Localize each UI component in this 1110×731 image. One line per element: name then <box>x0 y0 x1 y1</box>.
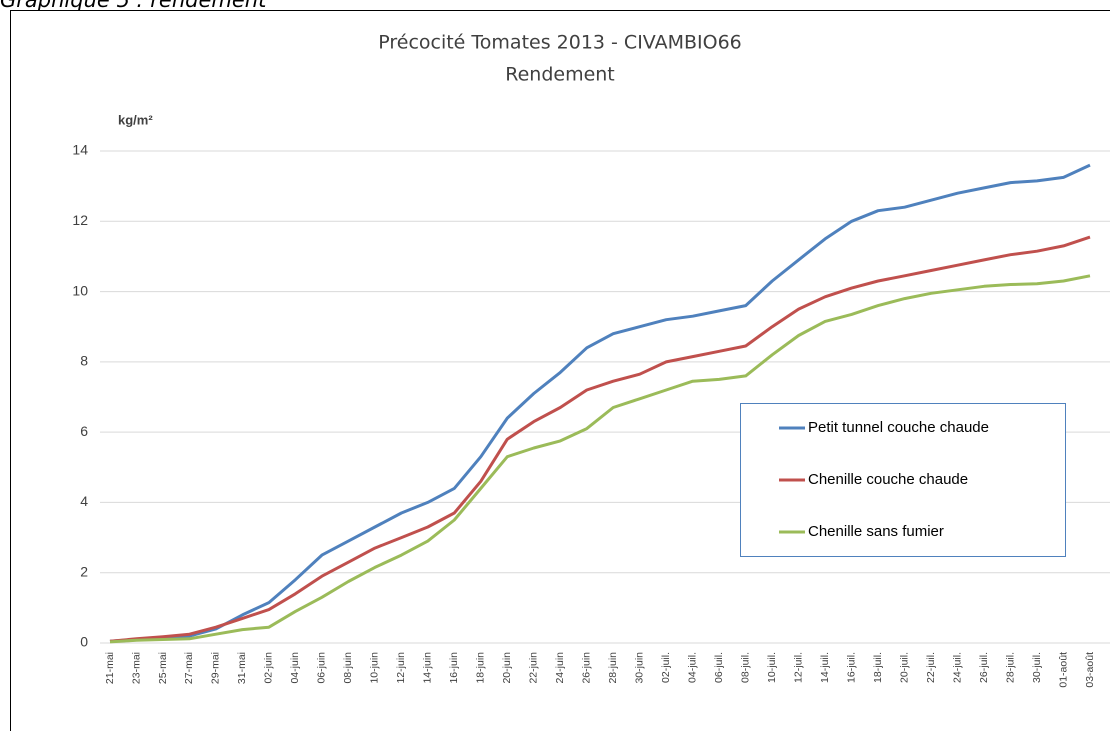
x-tick-label: 25-mai <box>157 652 169 684</box>
heading: Graphique 5 : rendement <box>0 0 267 12</box>
legend-label: Petit tunnel couche chaude <box>808 419 989 436</box>
y-tick-label: 10 <box>72 282 88 298</box>
y-tick-label: 6 <box>80 423 88 439</box>
x-tick-label: 10-juil. <box>766 652 778 683</box>
x-tick-label: 30-juin <box>634 652 646 684</box>
data-line <box>109 163 1091 643</box>
x-tick-label: 26-juil. <box>978 652 990 683</box>
y-tick-label: 0 <box>80 634 88 650</box>
x-tick-label: 10-juin <box>369 652 381 684</box>
x-tick-label: 24-juin <box>554 652 566 684</box>
x-tick-label: 02-juil. <box>660 652 672 683</box>
data-line <box>109 274 1091 644</box>
x-tick-label: 31-mai <box>236 652 248 684</box>
x-tick-label: 28-juil. <box>1004 652 1016 683</box>
data-line <box>109 235 1091 643</box>
x-tick-label: 16-juin <box>448 652 460 684</box>
y-tick-label: 4 <box>80 493 88 509</box>
x-tick-label: 20-juil. <box>898 652 910 683</box>
grid: 0 2 4 6 8 10 12 14 <box>72 142 1110 650</box>
x-tick-label: 14-juil. <box>819 652 831 683</box>
x-tick-label: 04-juin <box>289 652 301 684</box>
legend-label: Chenille couche chaude <box>808 471 968 488</box>
legend: Petit tunnel couche chaude Chenille couch… <box>779 419 989 540</box>
x-tick-label: 20-juin <box>501 652 513 684</box>
x-tick-label: 14-juin <box>422 652 434 684</box>
y-tick-label: 2 <box>80 563 88 579</box>
x-tick-label: 30-juil. <box>1031 652 1043 683</box>
chart-title: Précocité Tomates 2013 - CIVAMBIO66 <box>378 32 742 54</box>
x-tick-label: 16-juil. <box>845 652 857 683</box>
y-axis-label: kg/m² <box>118 112 153 127</box>
x-tick-label: 12-juil. <box>792 652 804 683</box>
x-tick-label: 03-août <box>1084 652 1096 688</box>
x-tick-label: 23-mai <box>130 652 142 684</box>
legend-label: Chenille sans fumier <box>808 523 944 540</box>
y-tick-label: 12 <box>72 212 88 228</box>
x-tick-label: 08-juin <box>342 652 354 684</box>
x-tick-label: 29-mai <box>210 652 222 684</box>
x-tick-label: 24-juil. <box>951 652 963 683</box>
x-tick-label: 04-juil. <box>686 652 698 683</box>
y-tick-label: 14 <box>72 142 88 158</box>
x-tick-label: 02-juin <box>263 652 275 684</box>
x-tick-label: 22-juil. <box>925 652 937 683</box>
y-tick-label: 8 <box>80 353 88 369</box>
plot <box>109 163 1091 644</box>
chart-subtitle: Rendement <box>505 64 615 86</box>
x-tick-label: 21-mai <box>104 652 116 684</box>
x-tick-label: 22-juin <box>528 652 540 684</box>
x-tick-label: 28-juin <box>607 652 619 684</box>
x-tick-label: 06-juil. <box>713 652 725 683</box>
x-axis: 21-mai 23-mai 25-mai 27-mai 29-mai 31-mai 02-j… <box>104 652 1096 688</box>
x-tick-label: 12-juin <box>395 652 407 684</box>
x-tick-label: 18-juin <box>475 652 487 684</box>
x-tick-label: 18-juil. <box>872 652 884 683</box>
x-tick-label: 26-juin <box>581 652 593 684</box>
x-tick-label: 01-août <box>1057 652 1069 688</box>
x-tick-label: 27-mai <box>183 652 195 684</box>
x-tick-label: 08-juil. <box>739 652 751 683</box>
x-tick-label: 06-juin <box>316 652 328 684</box>
